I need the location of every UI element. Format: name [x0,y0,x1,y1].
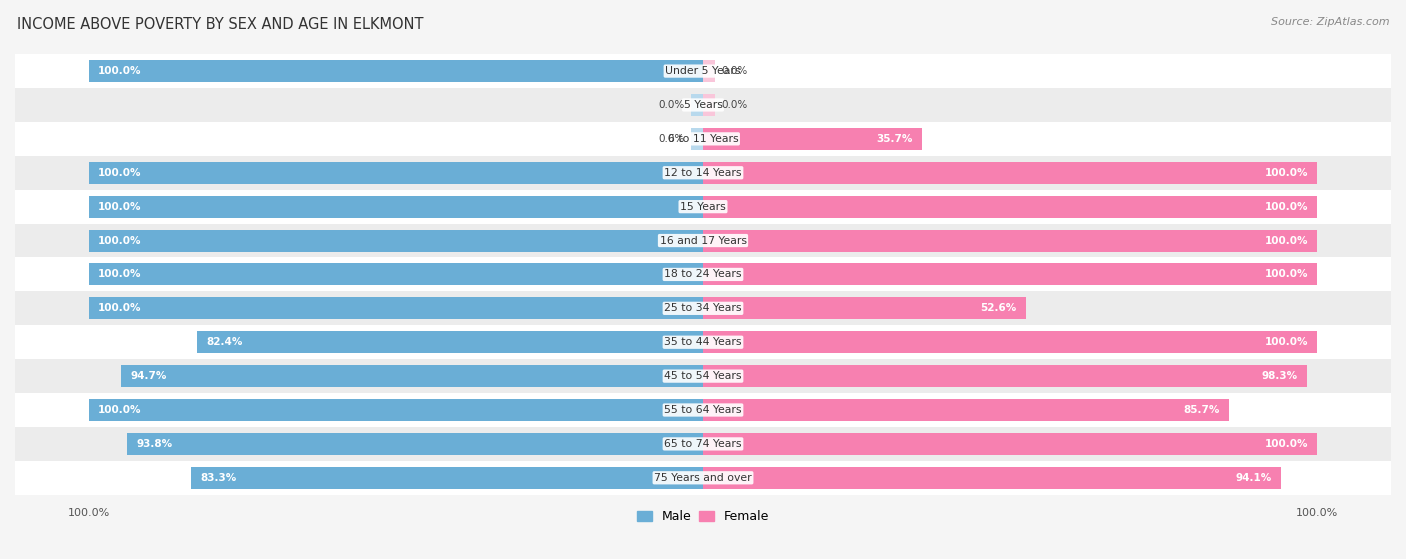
Bar [15,156,1391,190]
Bar [89,399,703,421]
Bar [703,263,1317,286]
Text: 0.0%: 0.0% [658,134,685,144]
Text: 100.0%: 100.0% [98,304,142,314]
Text: 6 to 11 Years: 6 to 11 Years [668,134,738,144]
Text: 65 to 74 Years: 65 to 74 Years [664,439,742,449]
Bar [127,433,703,455]
Text: 12 to 14 Years: 12 to 14 Years [664,168,742,178]
Bar [15,258,1391,291]
Bar [89,263,703,286]
Bar [89,60,703,82]
Text: Source: ZipAtlas.com: Source: ZipAtlas.com [1271,17,1389,27]
Text: 25 to 34 Years: 25 to 34 Years [664,304,742,314]
Bar [15,461,1391,495]
Bar [703,94,716,116]
Text: 52.6%: 52.6% [980,304,1017,314]
Text: 82.4%: 82.4% [207,337,242,347]
Text: 100.0%: 100.0% [1264,269,1308,280]
Bar [15,88,1391,122]
Text: 75 Years and over: 75 Years and over [654,473,752,483]
Bar [703,128,922,150]
Bar [703,196,1317,217]
Text: 35.7%: 35.7% [877,134,912,144]
Bar [690,94,703,116]
Bar [703,230,1317,252]
Bar [703,365,1306,387]
Text: 35 to 44 Years: 35 to 44 Years [664,337,742,347]
Text: 85.7%: 85.7% [1184,405,1220,415]
Bar [15,122,1391,156]
Bar [703,399,1229,421]
Bar [690,128,703,150]
Text: 100.0%: 100.0% [98,168,142,178]
Text: 15 Years: 15 Years [681,202,725,212]
Legend: Male, Female: Male, Female [631,505,775,528]
Text: 98.3%: 98.3% [1261,371,1298,381]
Text: 0.0%: 0.0% [721,66,748,76]
Text: 100.0%: 100.0% [98,202,142,212]
Text: INCOME ABOVE POVERTY BY SEX AND AGE IN ELKMONT: INCOME ABOVE POVERTY BY SEX AND AGE IN E… [17,17,423,32]
Bar [15,427,1391,461]
Bar [703,433,1317,455]
Text: 100.0%: 100.0% [98,235,142,245]
Text: 100.0%: 100.0% [1264,439,1308,449]
Bar [191,467,703,489]
Bar [15,224,1391,258]
Bar [15,325,1391,359]
Bar [89,230,703,252]
Bar [703,297,1026,319]
Text: Under 5 Years: Under 5 Years [665,66,741,76]
Text: 18 to 24 Years: 18 to 24 Years [664,269,742,280]
Bar [89,196,703,217]
Text: 45 to 54 Years: 45 to 54 Years [664,371,742,381]
Bar [15,190,1391,224]
Bar [15,291,1391,325]
Text: 100.0%: 100.0% [67,508,110,518]
Text: 100.0%: 100.0% [1264,235,1308,245]
Text: 100.0%: 100.0% [1264,168,1308,178]
Text: 83.3%: 83.3% [201,473,236,483]
Bar [15,393,1391,427]
Bar [703,331,1317,353]
Text: 100.0%: 100.0% [98,66,142,76]
Bar [703,60,716,82]
Bar [89,297,703,319]
Text: 100.0%: 100.0% [98,405,142,415]
Bar [121,365,703,387]
Text: 94.1%: 94.1% [1236,473,1272,483]
Text: 100.0%: 100.0% [1264,202,1308,212]
Bar [197,331,703,353]
Bar [703,467,1281,489]
Text: 100.0%: 100.0% [98,269,142,280]
Text: 94.7%: 94.7% [131,371,167,381]
Text: 5 Years: 5 Years [683,100,723,110]
Text: 93.8%: 93.8% [136,439,172,449]
Bar [89,162,703,184]
Bar [15,359,1391,393]
Text: 55 to 64 Years: 55 to 64 Years [664,405,742,415]
Text: 0.0%: 0.0% [721,100,748,110]
Text: 100.0%: 100.0% [1296,508,1339,518]
Bar [15,54,1391,88]
Bar [703,162,1317,184]
Text: 100.0%: 100.0% [1264,337,1308,347]
Text: 0.0%: 0.0% [658,100,685,110]
Text: 16 and 17 Years: 16 and 17 Years [659,235,747,245]
